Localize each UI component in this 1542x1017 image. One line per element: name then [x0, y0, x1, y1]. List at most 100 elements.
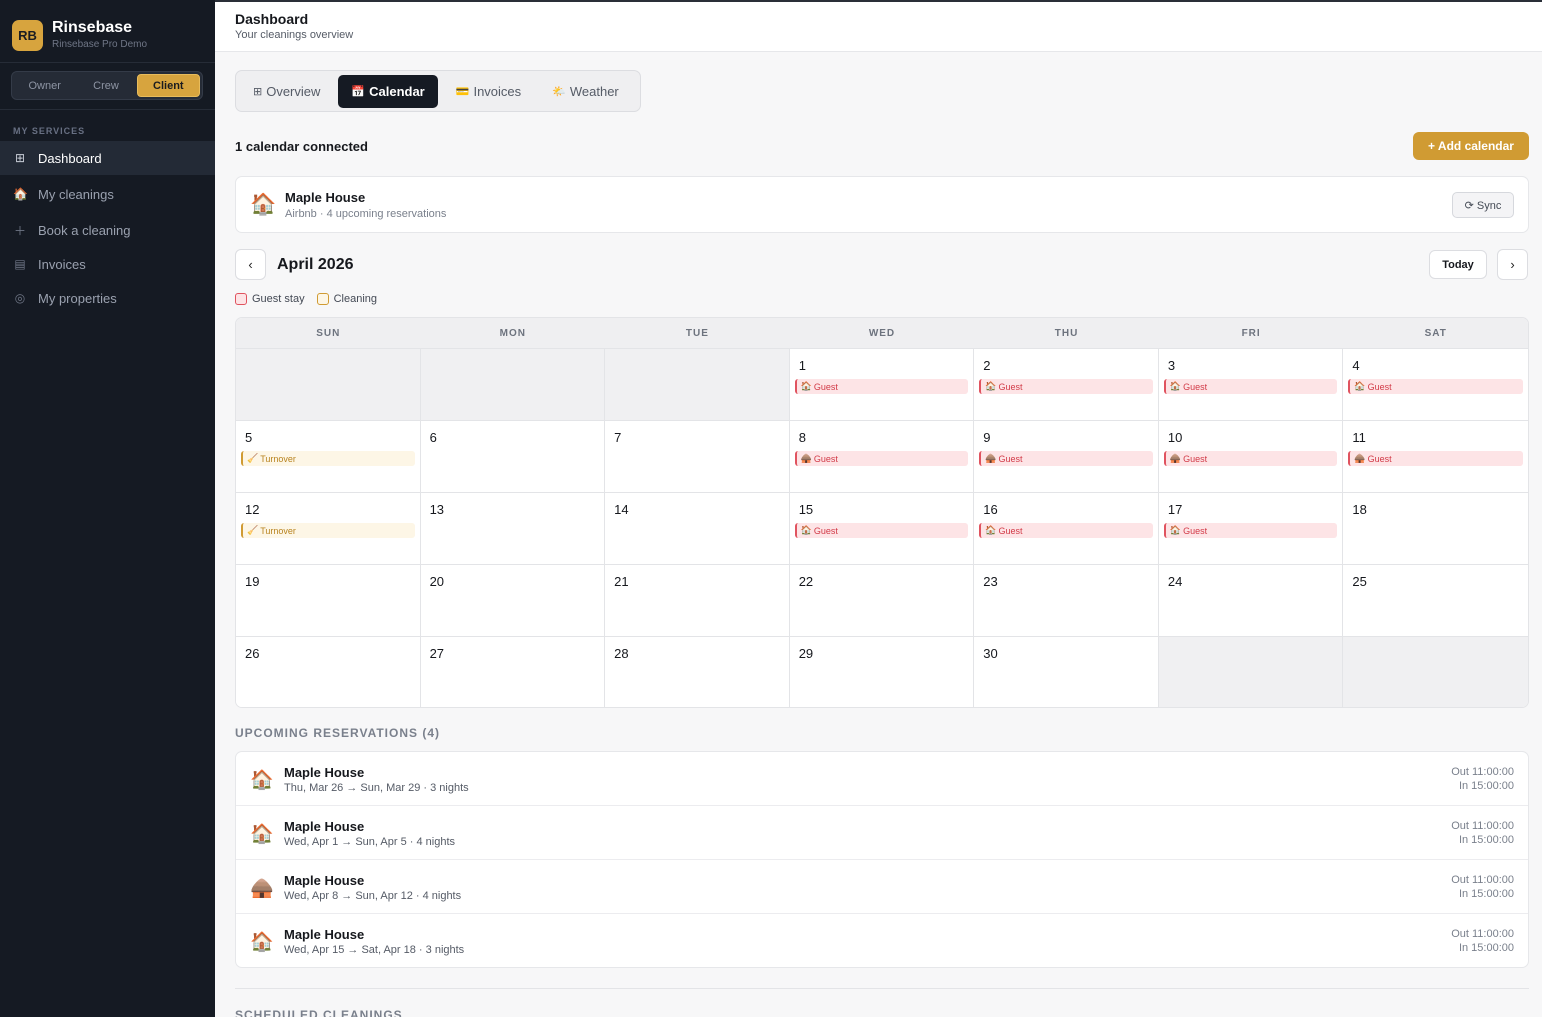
calendar-day[interactable]: 1 🏠 Guest [789, 349, 975, 421]
month-calendar: SUN MON TUE WED THU FRI SAT 1 🏠 Guest 2 🏠 Guest 3 🏠 Gu… [235, 317, 1529, 708]
guest-stay-event[interactable]: 🏠 Guest [1163, 523, 1338, 538]
calendar-property-name: Maple House [285, 190, 366, 205]
calendar-day[interactable]: 9 🛖 Guest [974, 421, 1159, 493]
tab-overview[interactable]: ⊞ Overview [240, 75, 333, 108]
calendar-day[interactable]: 24 [1158, 565, 1344, 637]
day-number: 2 [983, 358, 991, 373]
day-number: 18 [1352, 502, 1367, 517]
calendar-day[interactable]: 22 [789, 565, 975, 637]
cleaning-event[interactable]: 🧹 Turnover [241, 451, 415, 466]
guest-stay-event[interactable]: 🏠 Guest [979, 379, 1153, 394]
tab-calendar[interactable]: 📅 Calendar [338, 74, 438, 108]
day-number: 19 [245, 574, 260, 589]
prev-month-button[interactable]: ‹ [235, 249, 266, 280]
weekday-label: SAT [1424, 327, 1447, 339]
house-icon: 🛖 [1169, 453, 1182, 463]
grid-icon: ⊞ [14, 151, 26, 165]
calendar-day[interactable]: 11 🛖 Guest [1343, 421, 1528, 493]
house-icon: 🛖 [1354, 453, 1366, 463]
day-number: 5 [245, 430, 253, 445]
sidebar-item-label: Dashboard [38, 150, 102, 166]
tab-invoices[interactable]: 💳 Invoices [443, 75, 534, 108]
brand[interactable]: RB Rinsebase Rinsebase Pro Demo [12, 19, 147, 52]
reservation-row[interactable]: 🏠 Maple House Wed, Apr 1 → Sun, Apr 5 · 4 … [236, 806, 1528, 860]
calendar-day[interactable]: 13 [420, 493, 606, 565]
calendar-day-empty [420, 349, 606, 421]
sidebar-item-dashboard[interactable]: ⊞ Dashboard [0, 141, 215, 175]
event-label: Guest [998, 525, 1023, 536]
calendar-day[interactable]: 4 🏠 Guest [1343, 349, 1528, 421]
sidebar-item-my-cleanings[interactable]: 🏠 My cleanings [0, 177, 215, 211]
reservation-row[interactable]: 🏠 Maple House Wed, Apr 15 → Sat, Apr 18 · … [236, 914, 1528, 967]
guest-stay-event[interactable]: 🏠 Guest [1163, 379, 1338, 394]
guest-stay-event[interactable]: 🛖 Guest [979, 451, 1153, 466]
sidebar-nav: ⊞ Dashboard 🏠 My cleanings ＋ Book a clea… [0, 141, 215, 315]
weekday-label: FRI [1241, 327, 1261, 339]
calendar-day[interactable]: 12 🧹 Turnover [236, 493, 421, 565]
tab-label: Invoices [473, 83, 522, 99]
reservation-row[interactable]: 🏠 Maple House Thu, Mar 26 → Sun, Mar 29 · … [236, 752, 1528, 806]
event-label: Guest [1183, 453, 1208, 464]
sync-button[interactable]: ⟳ Sync [1452, 192, 1514, 218]
reservation-dates: Wed, Apr 8 → Sun, Apr 12 · 4 nights [284, 890, 462, 902]
role-client-button[interactable]: Client [136, 74, 200, 97]
guest-stay-event[interactable]: 🛖 Guest [1163, 451, 1338, 466]
calendar-day[interactable]: 25 [1343, 565, 1528, 637]
today-button[interactable]: Today [1429, 250, 1487, 279]
calendar-day[interactable]: 19 [236, 565, 421, 637]
cleaning-event[interactable]: 🧹 Turnover [241, 523, 415, 538]
calendar-legend: Guest stay Cleaning [235, 293, 389, 305]
reservation-property-name: Maple House [284, 873, 365, 888]
calendar-day[interactable]: 21 [605, 565, 790, 637]
calendar-day[interactable]: 5 🧹 Turnover [236, 421, 421, 493]
day-number: 13 [429, 502, 445, 517]
calendar-day[interactable]: 8 🛖 Guest [789, 421, 975, 493]
sidebar-item-invoices[interactable]: ▤ Invoices [0, 247, 215, 281]
next-month-button[interactable]: › [1497, 249, 1528, 280]
add-calendar-button[interactable]: + Add calendar [1413, 132, 1529, 160]
calendar-day[interactable]: 17 🏠 Guest [1158, 493, 1344, 565]
calendar-day[interactable]: 18 [1343, 493, 1528, 565]
event-label: Guest [1367, 453, 1392, 464]
day-number: 28 [614, 646, 629, 661]
calendar-day[interactable]: 20 [420, 565, 606, 637]
guest-stay-event[interactable]: 🏠 Guest [794, 523, 969, 538]
calendar-day[interactable]: 15 🏠 Guest [789, 493, 975, 565]
calendar-day[interactable]: 3 🏠 Guest [1158, 349, 1344, 421]
guest-stay-event[interactable]: 🛖 Guest [1348, 451, 1523, 466]
page-header: Dashboard Your cleanings overview [215, 2, 1542, 52]
calendar-day[interactable]: 29 [789, 637, 975, 707]
calendar-day[interactable]: 30 [974, 637, 1159, 707]
invoice-icon: ▤ [14, 257, 26, 271]
reservation-property-name: Maple House [284, 927, 365, 942]
calendar-day[interactable]: 23 [974, 565, 1159, 637]
weekday-label: MON [499, 327, 527, 339]
guest-stay-event[interactable]: 🛖 Guest [794, 451, 969, 466]
sidebar-item-my-properties[interactable]: ◎ My properties [0, 281, 215, 315]
top-border [0, 0, 1542, 2]
house-icon: 🏠 [250, 770, 274, 791]
calendar-day[interactable]: 6 [420, 421, 606, 493]
reservation-property-name: Maple House [284, 819, 365, 834]
event-label: Guest [813, 525, 838, 536]
role-crew-button[interactable]: Crew [93, 79, 119, 92]
calendar-day[interactable]: 14 [605, 493, 790, 565]
calendar-day[interactable]: 7 [605, 421, 790, 493]
calendar-day[interactable]: 16 🏠 Guest [974, 493, 1159, 565]
checkout-time: Out 11:00:00 [1451, 874, 1514, 886]
reservation-row[interactable]: 🛖 Maple House Wed, Apr 8 → Sun, Apr 12 · 4… [236, 860, 1528, 914]
day-number: 16 [983, 502, 998, 517]
sidebar-item-label: My cleanings [38, 186, 114, 202]
sidebar-item-book-cleaning[interactable]: ＋ Book a cleaning [0, 213, 215, 247]
guest-stay-event[interactable]: 🏠 Guest [794, 379, 969, 394]
calendar-day[interactable]: 26 [236, 637, 421, 707]
guest-stay-event[interactable]: 🏠 Guest [1348, 379, 1523, 394]
calendar-day[interactable]: 27 [420, 637, 606, 707]
tab-weather[interactable]: 🌤️ Weather [539, 75, 632, 108]
calendar-day[interactable]: 2 🏠 Guest [974, 349, 1159, 421]
calendar-day[interactable]: 10 🛖 Guest [1158, 421, 1344, 493]
calendar-day-empty [236, 349, 421, 421]
role-owner-button[interactable]: Owner [28, 79, 61, 92]
calendar-day[interactable]: 28 [605, 637, 790, 707]
guest-stay-event[interactable]: 🏠 Guest [979, 523, 1153, 538]
